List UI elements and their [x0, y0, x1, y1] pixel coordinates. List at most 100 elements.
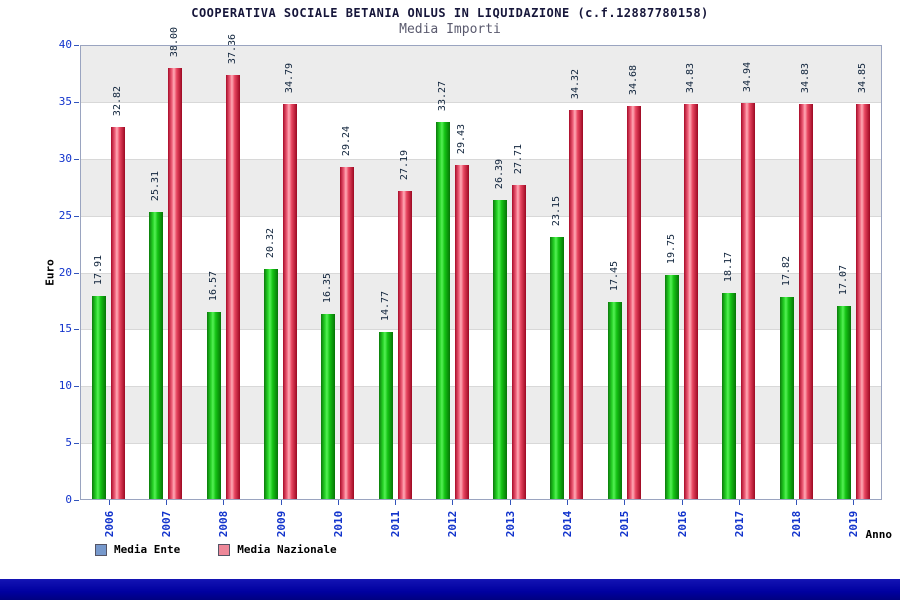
- y-tick-label: 35: [58, 94, 72, 108]
- plot-band: [80, 101, 882, 159]
- bar-media-nazionale-2008: [225, 75, 240, 500]
- y-tick-mark: [74, 386, 79, 388]
- bar-media-ente-2016: [665, 275, 679, 500]
- bar-value-label: 37.36: [226, 33, 238, 65]
- plot-band: [80, 215, 882, 273]
- bar-value-label: 27.19: [398, 149, 410, 180]
- bar-value-label: 27.71: [513, 143, 525, 174]
- bar-media-ente-2017: [722, 293, 737, 500]
- y-tick-label: 5: [65, 436, 72, 450]
- legend-item-media-nazionale: Media Nazionale: [218, 543, 337, 556]
- y-tick-label: 20: [58, 265, 72, 279]
- x-tick-label: 2006: [102, 510, 116, 538]
- x-tick-label: 2008: [217, 510, 231, 538]
- bar-value-label: 17.91: [93, 255, 105, 286]
- bar-value-label: 34.68: [627, 64, 639, 95]
- legend-item-media-ente: Media Ente: [95, 543, 180, 556]
- bar-media-ente-2012: [435, 121, 450, 500]
- x-tick-label: 2012: [446, 510, 460, 538]
- bar-value-label: 18.17: [723, 252, 735, 283]
- bar-media-nazionale-2016: [684, 103, 698, 500]
- x-tick-mark: [853, 500, 855, 505]
- bar-value-label: 14.77: [379, 290, 391, 322]
- bar-media-ente-2006: [92, 296, 107, 500]
- x-tick-label: 2009: [274, 510, 288, 538]
- y-tick-label: 15: [58, 322, 72, 336]
- x-tick-mark: [223, 500, 225, 505]
- y-tick-label: 40: [58, 38, 72, 51]
- bar-media-nazionale-2015: [626, 105, 641, 500]
- plot-band: [80, 386, 882, 444]
- y-tick-mark: [74, 272, 79, 274]
- x-tick-mark: [108, 500, 110, 505]
- bar-media-nazionale-2012: [454, 165, 469, 500]
- bar-media-nazionale-2010: [340, 167, 355, 500]
- legend-label-media-ente: Media Ente: [114, 543, 181, 556]
- x-tick-mark: [395, 500, 397, 505]
- bar-media-ente-2008: [206, 311, 221, 500]
- legend-swatch-media-ente: [95, 543, 107, 556]
- bar-value-label: 17.07: [837, 264, 849, 295]
- chart-subtitle: Media Importi: [399, 22, 501, 37]
- bar-value-label: 32.82: [112, 85, 124, 116]
- chart-title: COOPERATIVA SOCIALE BETANIA ONLUS IN LIQ…: [191, 6, 709, 20]
- legend-swatch-media-nazionale: [218, 543, 231, 556]
- x-tick-mark: [796, 500, 798, 505]
- bar-media-ente-2007: [149, 212, 164, 500]
- bar-media-ente-2013: [493, 199, 508, 500]
- y-tick-label: 10: [58, 379, 72, 393]
- bar-value-label: 17.82: [780, 256, 792, 287]
- bar-media-nazionale-2009: [283, 104, 297, 500]
- gridline: [80, 443, 882, 445]
- gridline: [80, 386, 882, 388]
- y-tick-mark: [74, 158, 79, 160]
- plot-band: [80, 443, 882, 500]
- gridline: [80, 158, 882, 160]
- bar-media-nazionale-2006: [111, 126, 126, 500]
- y-tick-mark: [74, 500, 79, 501]
- x-tick-mark: [280, 500, 282, 505]
- x-tick-label: 2015: [618, 510, 632, 538]
- bar-media-nazionale-2007: [168, 67, 183, 500]
- y-tick-mark: [74, 101, 79, 103]
- x-tick-mark: [624, 500, 626, 505]
- bar-media-ente-2018: [779, 297, 794, 500]
- bar-media-ente-2009: [264, 268, 278, 500]
- bar-media-nazionale-2018: [798, 103, 813, 500]
- plot-band: [80, 329, 882, 387]
- bar-media-nazionale-2019: [855, 103, 870, 500]
- gridline: [80, 215, 882, 217]
- x-tick-label: 2019: [847, 510, 861, 538]
- x-tick-label: 2018: [790, 510, 804, 538]
- bottom-bar: [0, 579, 900, 600]
- bar-value-label: 38.00: [169, 26, 181, 57]
- legend-label-media-nazionale: Media Nazionale: [237, 543, 337, 556]
- bar-value-label: 34.32: [570, 68, 582, 99]
- bar-media-ente-2010: [321, 314, 336, 500]
- plot-band: [80, 272, 882, 330]
- plot-band: [80, 45, 882, 102]
- plot-band: [80, 158, 882, 216]
- y-tick-label: 0: [65, 493, 72, 506]
- bar-media-nazionale-2011: [397, 190, 412, 500]
- bar-value-label: 34.94: [742, 61, 754, 92]
- x-tick-label: 2016: [675, 510, 689, 538]
- bar-value-label: 20.32: [265, 227, 276, 258]
- bar-media-ente-2011: [378, 331, 393, 500]
- bar-value-label: 34.83: [799, 62, 811, 93]
- bar-media-nazionale-2017: [741, 102, 756, 500]
- x-tick-mark: [165, 500, 167, 505]
- bar-value-label: 23.15: [551, 195, 563, 226]
- bar-value-label: 16.35: [322, 272, 334, 304]
- bar-value-label: 29.43: [455, 124, 467, 155]
- bar-media-ente-2014: [550, 236, 565, 500]
- bar-value-label: 34.79: [284, 63, 295, 94]
- bar-media-nazionale-2014: [569, 109, 584, 500]
- x-tick-label: 2011: [389, 510, 403, 538]
- gridline: [80, 45, 882, 46]
- bar-value-label: 34.83: [685, 62, 696, 93]
- x-tick-mark: [337, 500, 339, 505]
- x-tick-label: 2007: [159, 510, 173, 538]
- bar-media-ente-2015: [607, 301, 622, 500]
